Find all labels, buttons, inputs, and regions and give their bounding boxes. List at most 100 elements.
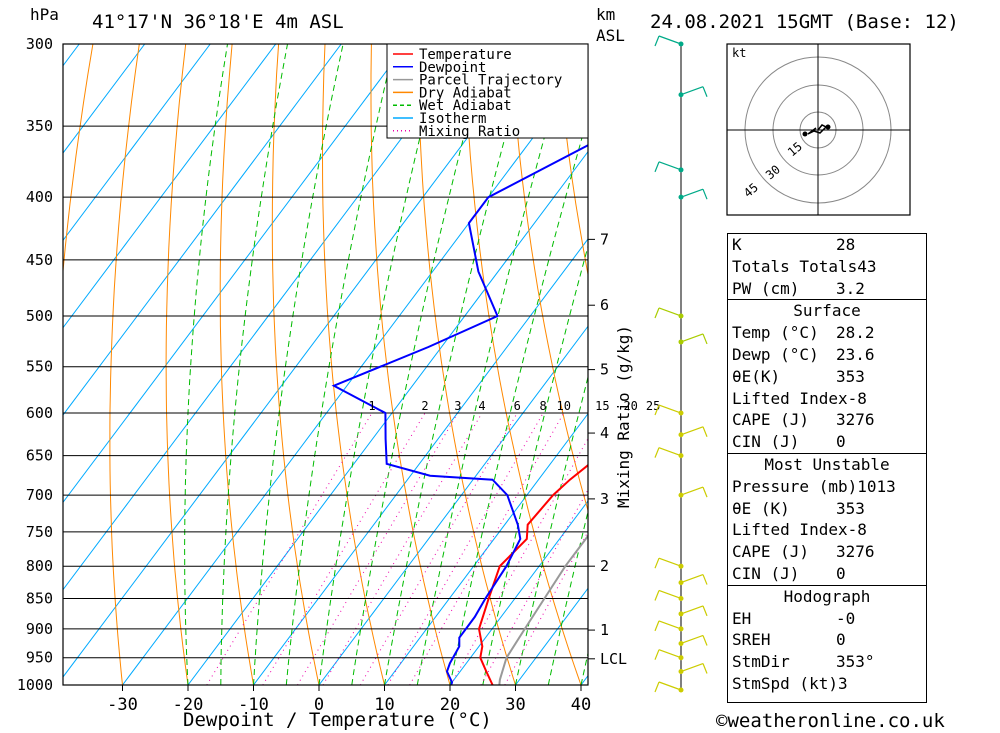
surface-label: θE(K) <box>732 366 781 386</box>
isotherm-line <box>63 44 277 329</box>
dry-adiabat-line <box>975 44 1000 685</box>
wet-adiabat-line <box>318 44 444 685</box>
legend-label: Isotherm <box>419 111 486 127</box>
hodograph-table-title: Hodograph <box>728 584 926 608</box>
wind-barb-flag <box>702 333 708 345</box>
wind-barb-flag <box>702 605 708 617</box>
mixing-ratio-label: 10 <box>557 399 571 413</box>
series-parcel-trajectory <box>498 534 588 685</box>
hodograph-section: EH -0 SREH 0 StmDir 353° StmSpd (kt) 3 <box>728 608 926 695</box>
legend-label: Dry Adiabat <box>419 85 512 101</box>
pressure-tick-label: 1000 <box>17 676 53 694</box>
mixing-ratio-label: 15 <box>595 399 609 413</box>
wind-barb-flag <box>702 663 708 674</box>
index-row: Totals Totals 43 <box>728 256 926 278</box>
wind-barb-flag <box>654 649 660 660</box>
wind-barb-flag <box>654 35 660 47</box>
height-tick-label: 5 <box>600 361 609 379</box>
wind-barb-flag <box>654 557 660 569</box>
wind-barb-staff <box>680 662 704 673</box>
isotherm-line <box>253 238 588 685</box>
location-title: 41°17'N 36°18'E 4m ASL <box>92 11 344 33</box>
height-tick-labels: 7 6 5 4 3 2 1 LCL <box>588 230 627 668</box>
wind-barb-staff <box>658 589 682 600</box>
wind-barb-staff <box>680 634 704 645</box>
surface-row: CAPE (J) 3276 <box>728 409 926 431</box>
series-dewpoint <box>331 144 588 685</box>
wind-barbs <box>654 35 708 693</box>
most-unstable-label: Pressure (mb) <box>732 476 858 496</box>
legend-label: Parcel Trajectory <box>419 73 562 89</box>
temperature-tick-label: -20 <box>173 695 204 715</box>
height-tick-label: 1 <box>600 621 609 639</box>
most-unstable-section: Pressure (mb) 1013 θE (K) 353 Lifted Index -8… <box>728 476 926 585</box>
wind-barb-flag <box>654 161 660 173</box>
dry-adiabat-line <box>219 44 254 685</box>
temperature-tick-labels: -30 -20 -10 0 10 20 30 40 <box>107 685 591 715</box>
mixing-ratio-label: 1 <box>368 399 375 413</box>
temperature-tick-label: 40 <box>571 695 591 715</box>
surface-label: Temp (°C) <box>732 323 819 343</box>
pressure-tick-label: 500 <box>26 307 53 325</box>
wind-barb-flag <box>654 620 660 632</box>
height-tick-label: 7 <box>600 230 609 248</box>
height-tick-label: 6 <box>600 296 609 314</box>
indices-panel: K 28 Totals Totals 43 PW (cm) 3.2 Surface Tem… <box>727 233 927 703</box>
hodograph-dot-top <box>802 131 808 137</box>
wind-barb-flag <box>702 188 708 200</box>
legend-label: Wet Adiabat <box>419 98 512 114</box>
surface-row: Temp (°C) 28.2 <box>728 322 926 344</box>
wet-adiabat-line <box>384 44 531 685</box>
indices-section: K 28 Totals Totals 43 PW (cm) 3.2 <box>728 234 926 299</box>
wet-adiabat-line <box>351 44 489 685</box>
hodograph-stat-label: SREH <box>732 630 771 650</box>
wind-barb-staff <box>680 188 704 198</box>
hodograph-stat-value: -0 <box>836 608 856 628</box>
wind-barb-flag <box>702 86 708 97</box>
most-unstable-value: -8 <box>847 520 867 540</box>
wind-barb-staff <box>658 649 682 659</box>
height-tick-label: 2 <box>600 557 609 575</box>
pressure-tick-label: 900 <box>26 620 53 638</box>
most-unstable-value: 3276 <box>836 542 875 562</box>
surface-title: Surface <box>728 299 926 322</box>
pressure-tick-label: 700 <box>26 486 53 504</box>
wind-barb-flag <box>654 681 660 693</box>
dry-adiabat-line <box>417 44 516 685</box>
index-row: K 28 <box>728 234 926 256</box>
most-unstable-label: CAPE (J) <box>732 542 810 562</box>
most-unstable-row: Lifted Index -8 <box>728 519 926 541</box>
surface-label: CAPE (J) <box>732 410 810 430</box>
hodograph-stat-row: SREH 0 <box>728 629 926 651</box>
wind-barb-staff <box>658 161 682 171</box>
legend-label: Temperature <box>419 47 512 63</box>
wind-barb-staff <box>680 486 704 496</box>
hodograph-stat-label: StmDir <box>732 652 790 672</box>
dry-adiabat-line <box>271 44 320 685</box>
mixing-ratio-line <box>262 412 426 685</box>
isotherm-line <box>318 325 588 685</box>
hodograph-unit: kt <box>732 46 746 60</box>
pressure-tick-label: 550 <box>26 358 53 376</box>
surface-value: 28.2 <box>836 323 875 343</box>
hodograph-stat-label: EH <box>732 608 752 628</box>
index-label: Totals Totals <box>732 256 858 276</box>
wind-barb-flag <box>702 574 708 585</box>
pressure-unit: hPa <box>30 5 59 24</box>
isotherm-line <box>63 44 211 242</box>
isotherm-line <box>63 44 473 591</box>
dry-adiabat-line <box>556 44 588 277</box>
pressure-tick-label: 350 <box>26 117 53 135</box>
surface-row: Lifted Index -8 <box>728 388 926 410</box>
wet-adiabat-line <box>285 44 396 685</box>
hodograph-dot-surface <box>825 124 831 130</box>
hodograph: kt 15 30 45 <box>726 43 911 216</box>
wind-barb-flag <box>654 404 660 416</box>
surface-row: θE(K) 353 <box>728 366 926 388</box>
most-unstable-title: Most Unstable <box>728 452 926 476</box>
hodograph-stat-value: 3 <box>837 673 848 693</box>
most-unstable-value: 1013 <box>857 476 896 496</box>
temperature-tick-label: -30 <box>107 695 138 715</box>
wind-barb-staff <box>658 307 682 317</box>
wind-barb-staff <box>680 426 704 436</box>
